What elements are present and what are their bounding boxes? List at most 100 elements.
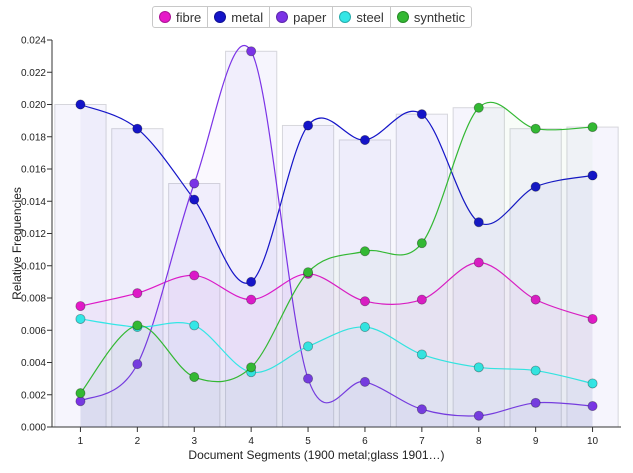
x-tick-label: 7 xyxy=(419,436,425,447)
data-point-metal[interactable] xyxy=(359,134,370,145)
legend-swatch xyxy=(214,11,227,23)
y-tick-label: 0.004 xyxy=(21,358,46,369)
data-point-metal[interactable] xyxy=(75,99,86,110)
legend-swatch xyxy=(276,11,289,23)
y-tick-label: 0.022 xyxy=(21,68,46,79)
legend-label: metal xyxy=(231,9,264,25)
x-axis-label: Document Segments (1900 metal;glass 1901… xyxy=(188,448,444,462)
data-point-fibre[interactable] xyxy=(75,301,86,312)
data-point-synthetic[interactable] xyxy=(246,362,257,373)
data-point-metal[interactable] xyxy=(416,109,427,120)
data-point-synthetic[interactable] xyxy=(530,123,541,134)
series-line-synthetic xyxy=(79,101,593,394)
data-point-steel[interactable] xyxy=(359,322,370,333)
data-point-synthetic[interactable] xyxy=(587,122,598,133)
background-bar xyxy=(111,128,164,428)
data-point-synthetic[interactable] xyxy=(303,267,314,278)
background-bar xyxy=(452,107,505,428)
series-paper xyxy=(75,44,598,421)
y-tick-label: 0.020 xyxy=(21,100,46,111)
series-line-fibre xyxy=(80,261,593,320)
data-point-metal[interactable] xyxy=(530,181,541,192)
data-point-fibre[interactable] xyxy=(416,294,427,305)
legend-label: fibre xyxy=(176,9,202,25)
data-point-paper[interactable] xyxy=(189,178,200,189)
data-point-metal[interactable] xyxy=(246,276,257,287)
series-line-steel xyxy=(80,318,593,385)
data-point-paper[interactable] xyxy=(473,410,484,421)
legend-item-steel[interactable]: steel xyxy=(333,7,391,27)
data-point-steel[interactable] xyxy=(75,313,86,324)
y-axis: 0.000 0.002 0.004 0.006 0.008 0.010 0.012 0.014… xyxy=(21,36,53,434)
x-tick-label: 4 xyxy=(248,436,254,447)
y-tick-label: 0.000 xyxy=(21,423,46,434)
data-point-synthetic[interactable] xyxy=(75,388,86,399)
data-point-steel[interactable] xyxy=(303,341,314,352)
data-point-synthetic[interactable] xyxy=(359,246,370,257)
data-point-metal[interactable] xyxy=(473,217,484,228)
legend-swatch xyxy=(396,11,409,23)
data-point-paper[interactable] xyxy=(587,401,598,412)
data-point-synthetic[interactable] xyxy=(132,320,143,331)
y-tick-label: 0.018 xyxy=(21,132,46,143)
data-point-steel[interactable] xyxy=(587,378,598,389)
data-point-paper[interactable] xyxy=(132,359,143,370)
y-tick-label: 0.006 xyxy=(21,326,46,337)
data-point-paper[interactable] xyxy=(416,404,427,415)
y-tick-label: 0.010 xyxy=(21,261,46,272)
data-point-metal[interactable] xyxy=(303,120,314,131)
data-point-synthetic[interactable] xyxy=(473,102,484,113)
x-tick-label: 8 xyxy=(476,436,482,447)
data-point-steel[interactable] xyxy=(416,349,427,360)
legend: fibre metal paper steel synthetic xyxy=(152,6,473,28)
data-point-steel[interactable] xyxy=(189,320,200,331)
y-tick-label: 0.014 xyxy=(21,197,46,208)
series-metal xyxy=(75,99,598,287)
series-steel xyxy=(75,313,598,389)
background-bar xyxy=(54,104,107,428)
data-point-paper[interactable] xyxy=(530,397,541,408)
legend-item-paper[interactable]: paper xyxy=(270,7,334,27)
series-fibre xyxy=(75,257,598,324)
x-tick-label: 6 xyxy=(362,436,368,447)
y-tick-label: 0.012 xyxy=(21,229,46,240)
data-point-fibre[interactable] xyxy=(246,294,257,305)
legend-item-metal[interactable]: metal xyxy=(208,7,271,27)
series-synthetic xyxy=(75,101,598,399)
x-tick-label: 1 xyxy=(78,436,84,447)
legend-label: synthetic xyxy=(413,9,466,25)
data-point-steel[interactable] xyxy=(530,365,541,376)
background-bars xyxy=(54,50,619,428)
y-axis-label: Relative Frequencies xyxy=(10,187,24,300)
data-point-metal[interactable] xyxy=(587,170,598,181)
data-point-fibre[interactable] xyxy=(530,294,541,305)
data-point-synthetic[interactable] xyxy=(189,372,200,383)
data-point-steel[interactable] xyxy=(473,362,484,373)
legend-label: steel xyxy=(356,9,384,25)
data-point-fibre[interactable] xyxy=(189,270,200,281)
x-tick-label: 9 xyxy=(533,436,539,447)
x-tick-label: 10 xyxy=(587,436,599,447)
data-point-fibre[interactable] xyxy=(132,288,143,299)
data-point-fibre[interactable] xyxy=(473,257,484,268)
data-point-metal[interactable] xyxy=(189,194,200,205)
legend-label: paper xyxy=(293,9,327,25)
data-point-paper[interactable] xyxy=(303,373,314,384)
x-tick-label: 2 xyxy=(135,436,141,447)
x-axis: 1 2 3 4 5 6 7 8 9 10 xyxy=(52,426,621,447)
data-point-fibre[interactable] xyxy=(359,296,370,307)
y-tick-label: 0.008 xyxy=(21,294,46,305)
data-point-fibre[interactable] xyxy=(587,313,598,324)
data-point-paper[interactable] xyxy=(246,46,257,57)
series-line-metal xyxy=(80,103,593,284)
legend-swatch xyxy=(339,11,352,23)
legend-item-synthetic[interactable]: synthetic xyxy=(391,7,471,27)
y-tick-label: 0.024 xyxy=(21,36,46,47)
data-point-paper[interactable] xyxy=(359,376,370,387)
legend-swatch xyxy=(159,11,171,23)
legend-item-fibre[interactable]: fibre xyxy=(153,7,209,27)
data-point-synthetic[interactable] xyxy=(416,238,427,249)
data-point-metal[interactable] xyxy=(132,123,143,134)
